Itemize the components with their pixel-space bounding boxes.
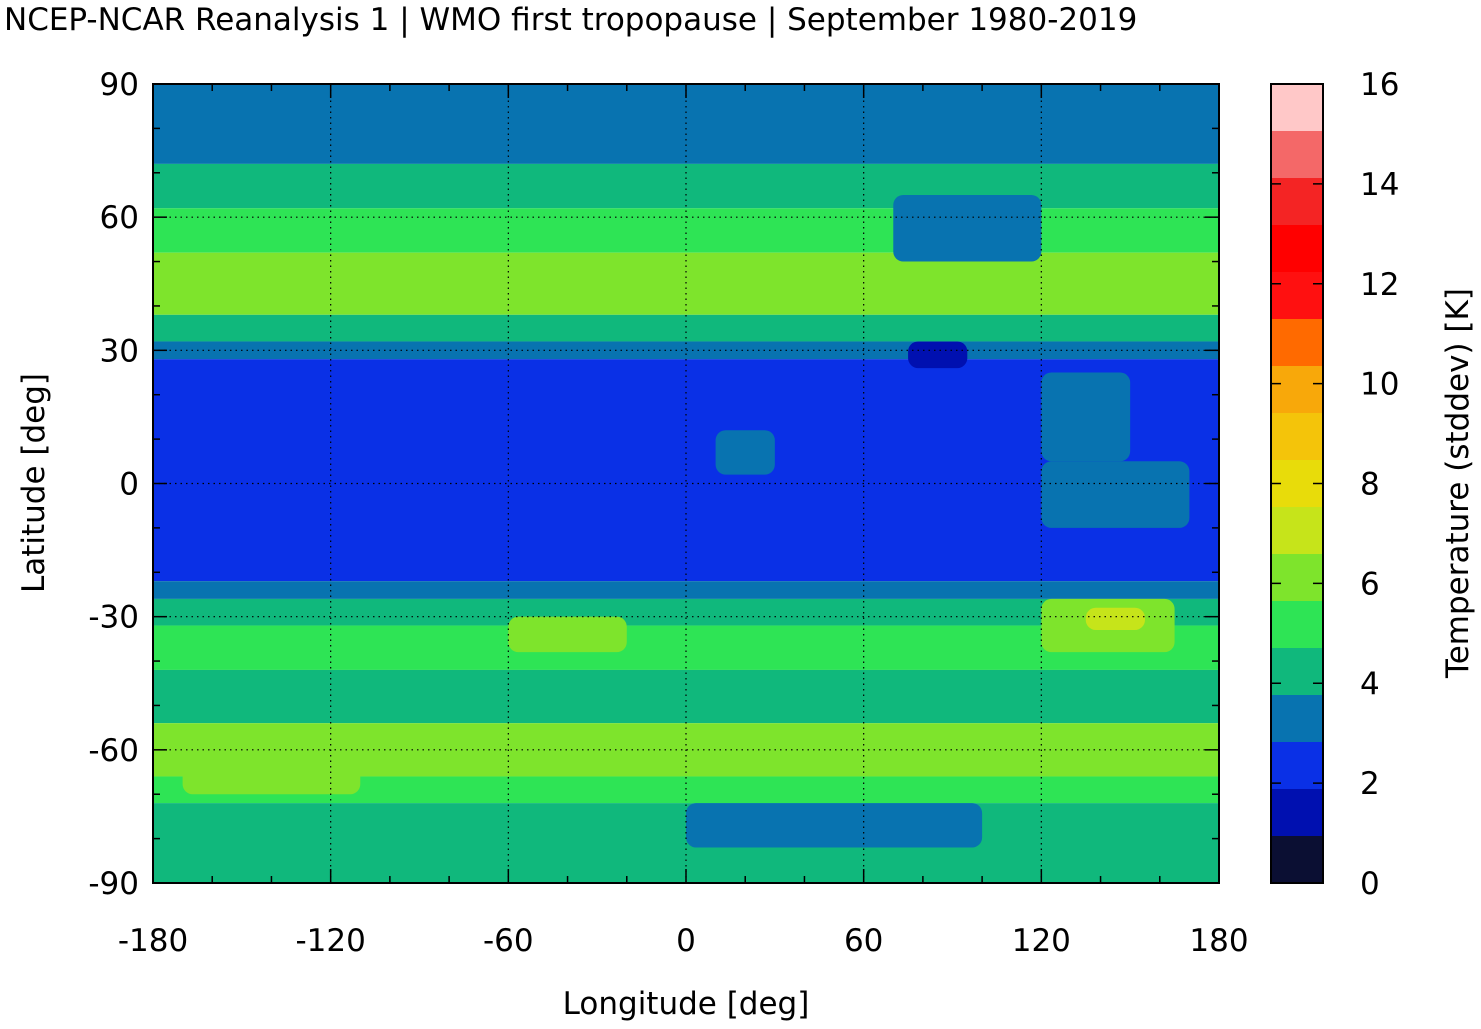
x-axis-title: Longitude [deg]	[563, 986, 810, 1022]
colorbar-tick-label: 2	[1360, 766, 1380, 802]
y-tick-label: 0	[119, 467, 139, 503]
colorbar-swatch	[1271, 648, 1323, 695]
colorbar-tick-label: 16	[1360, 67, 1399, 103]
colorbar-tick-label: 14	[1360, 167, 1399, 203]
x-tick-label: -180	[118, 923, 188, 959]
x-tick-label: -120	[295, 923, 365, 959]
regional-patch-7	[182, 727, 361, 795]
y-tick-label: 60	[100, 200, 139, 236]
colorbar-ticks	[1271, 83, 1323, 884]
regional-patch-6	[715, 430, 775, 475]
grid-lines	[153, 84, 1219, 883]
regional-patch-5	[1041, 461, 1190, 528]
colorbar-tick-label: 10	[1360, 367, 1399, 403]
regional-patch-8	[686, 803, 983, 848]
colorbar-tick-label: 6	[1360, 566, 1380, 602]
axis-ticks	[152, 83, 1220, 884]
colorbar-swatch	[1271, 554, 1323, 601]
colorbar-swatch	[1271, 789, 1323, 836]
colorbar-tick-label: 12	[1360, 267, 1399, 303]
x-tick-label: 60	[844, 923, 883, 959]
colorbar-swatch	[1271, 601, 1323, 648]
x-tick-label: 120	[1012, 923, 1071, 959]
colorbar-swatch	[1271, 695, 1323, 742]
colorbar-tick-label: 4	[1360, 666, 1380, 702]
y-tick-labels: 90 60 30 0 -30 -60 -90	[88, 67, 139, 902]
colorbar-swatch	[1271, 413, 1323, 460]
y-tick-label: -30	[88, 600, 139, 636]
colorbar-swatch	[1271, 742, 1323, 789]
colorbar-swatch	[1271, 366, 1323, 413]
latitude-band-3	[153, 252, 1219, 315]
chart-title: NCEP-NCAR Reanalysis 1 | WMO first tropo…	[4, 2, 1138, 38]
colorbar-swatch	[1271, 319, 1323, 366]
colorbar-tick-label: 0	[1360, 866, 1380, 902]
colorbar-swatch	[1271, 131, 1323, 178]
y-tick-label: 90	[100, 67, 139, 103]
colorbar-swatch	[1271, 836, 1323, 883]
regional-patch-2	[1085, 607, 1145, 630]
x-tick-label: -60	[483, 923, 534, 959]
regional-patch-0	[893, 194, 1042, 262]
regional-patch-9	[508, 616, 627, 653]
latitude-band-1	[153, 163, 1219, 209]
colorbar-title: Temperature (stddev) [K]	[1440, 288, 1476, 679]
regional-patch-4	[1041, 372, 1131, 462]
colorbar-swatch	[1271, 178, 1323, 225]
colorbar-swatch	[1271, 225, 1323, 272]
y-tick-label: -90	[88, 866, 139, 902]
y-tick-label: 30	[100, 333, 139, 369]
x-tick-labels: -180 -120 -60 0 60 120 180	[118, 923, 1249, 959]
x-tick-label: 180	[1189, 923, 1248, 959]
colorbar-tick-label: 8	[1360, 467, 1380, 503]
colorbar-swatch	[1271, 272, 1323, 319]
colorbar	[1271, 84, 1323, 883]
colorbar-tick-labels: 16 14 12 10 8 6 4 2 0	[1360, 67, 1399, 902]
y-axis-title: Latitude [deg]	[16, 373, 52, 593]
latitude-band-10	[153, 669, 1219, 724]
x-tick-label: 0	[676, 923, 696, 959]
y-tick-label: -60	[88, 733, 139, 769]
regional-patch-3	[908, 341, 968, 369]
colorbar-swatch	[1271, 84, 1323, 131]
colorbar-swatch	[1271, 507, 1323, 554]
latitude-band-2	[153, 208, 1219, 253]
